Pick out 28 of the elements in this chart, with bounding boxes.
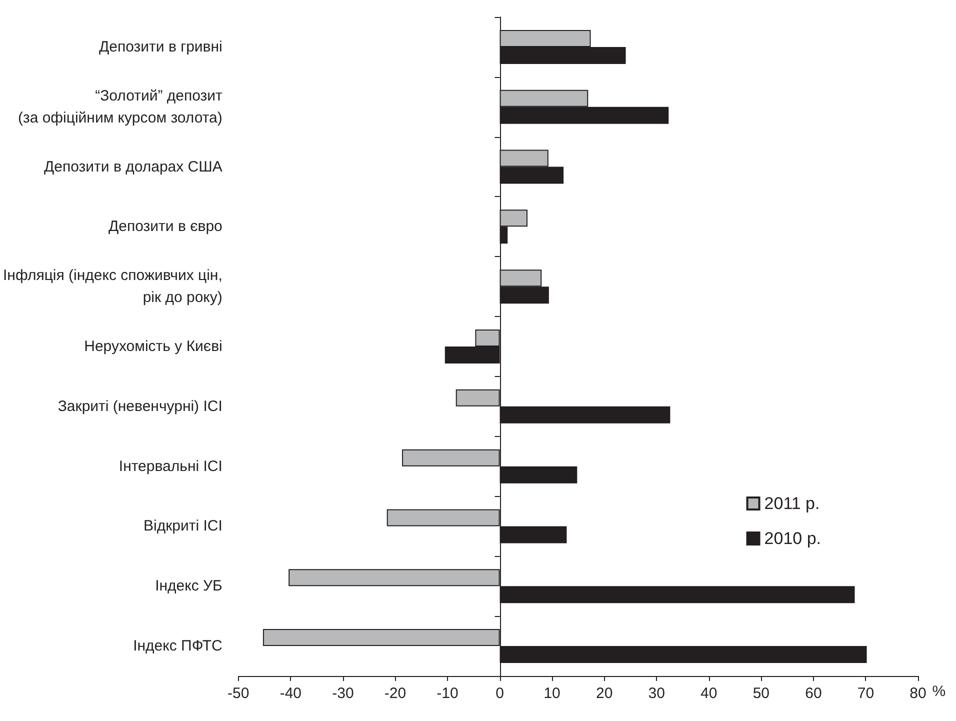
x-tick-label: 40 [700, 685, 718, 702]
y-tick-label: Інтервальні ІСІ [118, 458, 222, 475]
y-tick-label: Індекс УБ [155, 578, 223, 595]
y-tick-label: Нерухомість у Києві [84, 338, 222, 355]
x-tick-label: -10 [436, 685, 458, 702]
x-tick-label: 10 [544, 685, 560, 702]
y-tick-label: Відкриті ІСІ [143, 518, 222, 535]
y-tick-label: Закриті (невенчурні) ІСІ [58, 398, 222, 415]
x-tick-label: -30 [332, 685, 354, 702]
y-tick-label: “Золотий” депозит (за офіційним курсом золота) [18, 87, 223, 126]
x-tick-label: 70 [857, 685, 874, 702]
y-tick-label: Депозити в доларах США [44, 158, 222, 176]
x-tick-label: 20 [596, 685, 613, 702]
x-axis-title: % [932, 683, 946, 700]
x-tick-label: 80 [910, 685, 926, 702]
y-tick-label: Індекс ПФТС [133, 638, 223, 655]
y-tick-label: Депозити в гривні [99, 38, 222, 56]
y-tick-label: Інфляція (індекс споживчих цін, рік до року) [2, 267, 222, 306]
x-tick-label: -50 [228, 685, 250, 702]
x-tick-label: -40 [280, 685, 302, 702]
x-tick-label: -20 [384, 685, 406, 702]
x-tick-label: 60 [805, 685, 822, 702]
x-tick-label: 50 [752, 685, 770, 702]
legend-label: 2010 р. [764, 529, 822, 548]
legend-label: 2011 р. [764, 494, 820, 513]
x-tick-label: 30 [648, 685, 665, 702]
y-tick-label: Депозити в євро [108, 218, 222, 236]
x-tick-label: 0 [496, 685, 504, 702]
